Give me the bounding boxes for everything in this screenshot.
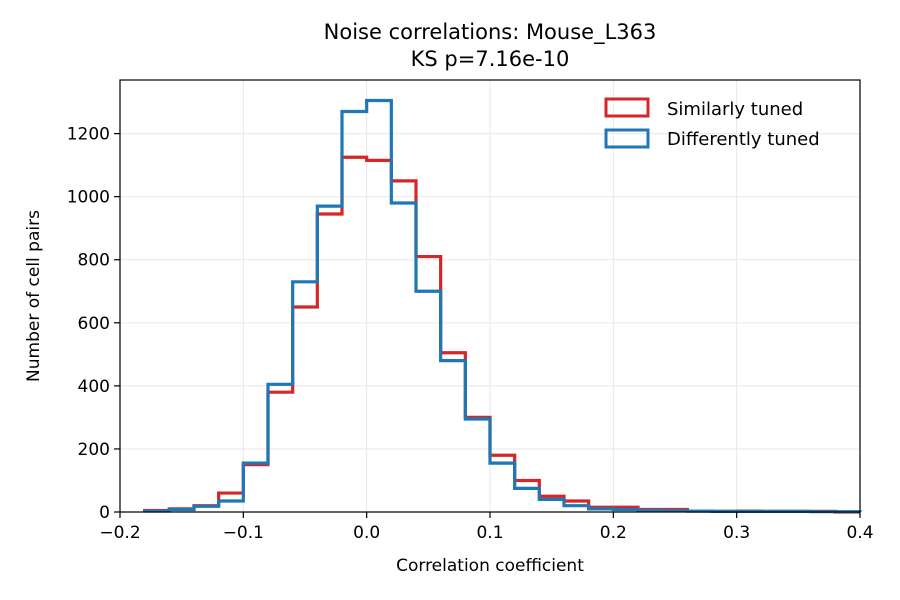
y-tick-label: 200 [78,440,110,460]
chart-subtitle: KS p=7.16e-10 [411,47,570,71]
y-tick-label: 1000 [67,188,110,208]
x-axis-ticks: −0.2 −0.1 0.0 0.1 0.2 0.3 0.4 [99,512,874,543]
x-tick-label: 0.2 [600,523,627,543]
legend-label-differently-tuned: Differently tuned [667,129,820,150]
y-axis-ticks: 0 200 400 600 800 1000 1200 [67,125,120,523]
y-tick-label: 400 [78,377,110,397]
legend-label-similarly-tuned: Similarly tuned [667,99,803,120]
step-histogram-differently-tuned [143,98,862,514]
x-tick-label: −0.1 [223,523,264,543]
x-tick-label: 0.3 [723,523,750,543]
chart-title: Noise correlations: Mouse_L363 [324,20,657,45]
legend-swatch-similarly-tuned [604,97,650,118]
x-axis-label: Correlation coefficient [396,556,584,576]
y-tick-label: 0 [99,503,110,523]
y-tick-label: 800 [78,251,110,271]
legend: Similarly tuned Differently tuned [604,97,820,150]
y-axis-label: Number of cell pairs [24,210,44,382]
x-tick-label: 0.4 [846,523,873,543]
histogram-series [143,98,862,514]
x-tick-label: 0.0 [353,523,380,543]
y-tick-label: 600 [78,314,110,334]
x-tick-label: −0.2 [99,523,140,543]
y-tick-label: 1200 [67,125,110,145]
x-tick-label: 0.1 [476,523,503,543]
legend-swatch-differently-tuned [604,128,650,149]
